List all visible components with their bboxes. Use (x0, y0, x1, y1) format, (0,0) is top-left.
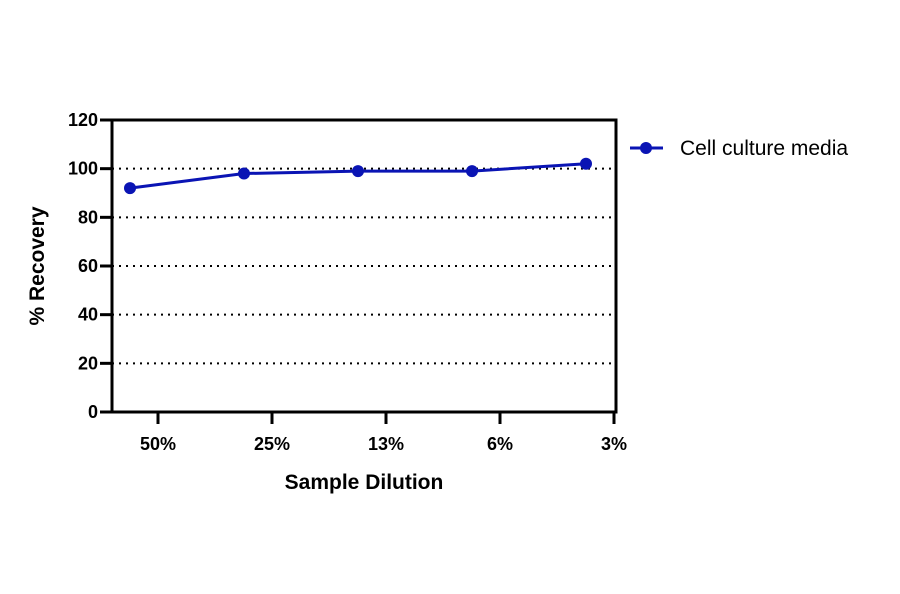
grid-lines (112, 167, 616, 365)
x-axis-title: Sample Dilution (285, 471, 444, 494)
data-point-3 (466, 165, 478, 178)
y-tick-label-40: 40 (78, 305, 98, 325)
y-axis-title: % Recovery (26, 206, 49, 325)
data-point-4 (580, 157, 592, 170)
data-point-1 (238, 167, 250, 180)
y-tick-label-60: 60 (78, 256, 98, 276)
y-tick-label-80: 80 (78, 207, 98, 227)
series-layer (124, 157, 592, 195)
legend-marker (640, 142, 652, 154)
data-point-2 (352, 165, 364, 178)
x-tick-label-3: 6% (487, 434, 513, 454)
legend: Cell culture media (630, 137, 848, 160)
x-tick-label-1: 25% (254, 434, 290, 454)
y-tick-label-0: 0 (88, 402, 98, 422)
x-tick-label-0: 50% (140, 434, 176, 454)
legend-label: Cell culture media (680, 137, 848, 160)
y-tick-label-100: 100 (68, 159, 98, 179)
x-axis: 50% 25% 13% 6% 3% (140, 412, 627, 454)
x-tick-label-4: 3% (601, 434, 627, 454)
y-tick-label-20: 20 (78, 353, 98, 373)
data-point-0 (124, 182, 136, 195)
y-axis: 0 20 40 60 80 100 120 (68, 110, 112, 422)
x-tick-label-2: 13% (368, 434, 404, 454)
y-tick-label-120: 120 (68, 110, 98, 130)
